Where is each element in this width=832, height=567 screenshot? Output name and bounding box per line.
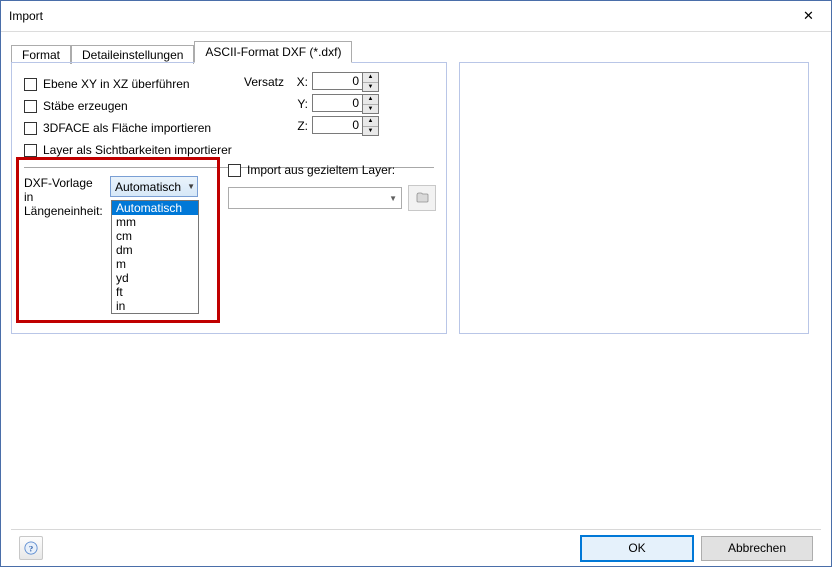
window-title: Import: [9, 9, 43, 23]
spinner-buttons[interactable]: ▲▼: [362, 94, 379, 114]
bottom-bar: ? OK Abbrechen: [11, 529, 821, 566]
offset-x-label: X:: [292, 75, 308, 89]
label-create-bars: Stäbe erzeugen: [43, 99, 128, 113]
layer-import-section: Import aus gezieltem Layer: ▼: [228, 159, 436, 211]
spin-down-icon[interactable]: ▼: [363, 83, 378, 92]
checkbox-layer-visibility[interactable]: [24, 144, 37, 157]
label-face-surface: 3DFACE als Fläche importieren: [43, 121, 211, 135]
ok-button[interactable]: OK: [581, 536, 693, 561]
checkbox-layer-import[interactable]: [228, 164, 241, 177]
dxf-unit-label: DXF-Vorlage in Längeneinheit:: [24, 176, 104, 218]
checkbox-create-bars[interactable]: [24, 100, 37, 113]
checkbox-face-surface[interactable]: [24, 122, 37, 135]
layer-combo[interactable]: ▼: [228, 187, 402, 209]
checkbox-xy-xz[interactable]: [24, 78, 37, 91]
help-button[interactable]: ?: [19, 536, 43, 560]
dropdown-option[interactable]: yd: [112, 271, 198, 285]
dropdown-option[interactable]: dm: [112, 243, 198, 257]
offset-label: Versatz: [244, 75, 288, 89]
help-icon: ?: [24, 541, 38, 555]
offset-z-input[interactable]: [312, 116, 362, 134]
label-layer-visibility: Layer als Sichtbarkeiten importierer: [43, 143, 232, 157]
panels-row: Ebene XY in XZ überführen Stäbe erzeugen…: [11, 62, 821, 334]
label-xy-xz: Ebene XY in XZ überführen: [43, 77, 190, 91]
dropdown-option[interactable]: m: [112, 257, 198, 271]
dropdown-option[interactable]: in: [112, 299, 198, 313]
spin-up-icon[interactable]: ▲: [363, 95, 378, 105]
offset-x-spinner[interactable]: ▲▼: [312, 72, 379, 92]
titlebar: Import ✕: [1, 1, 831, 32]
spinner-buttons[interactable]: ▲▼: [362, 72, 379, 92]
tab-bar: Format Detaileinstellungen ASCII-Format …: [11, 40, 821, 62]
import-dialog: Import ✕ Format Detaileinstellungen ASCI…: [0, 0, 832, 567]
offset-z-spinner[interactable]: ▲▼: [312, 116, 379, 136]
label-layer-import: Import aus gezieltem Layer:: [247, 163, 395, 177]
chevron-down-icon: ▼: [389, 194, 397, 203]
spinner-buttons[interactable]: ▲▼: [362, 116, 379, 136]
offset-y-spinner[interactable]: ▲▼: [312, 94, 379, 114]
dxf-unit-combo[interactable]: Automatisch ▼: [110, 176, 198, 197]
dropdown-option[interactable]: Automatisch: [112, 201, 198, 215]
offset-y-input[interactable]: [312, 94, 362, 112]
offset-x-input[interactable]: [312, 72, 362, 90]
spin-down-icon[interactable]: ▼: [363, 127, 378, 136]
offset-grid: Versatz X: ▲▼ Y: ▲▼: [244, 71, 379, 137]
dxf-unit-selected: Automatisch: [115, 180, 181, 194]
content-area: Format Detaileinstellungen ASCII-Format …: [1, 32, 831, 566]
right-panel: [459, 62, 809, 334]
spin-up-icon[interactable]: ▲: [363, 117, 378, 127]
folder-icon: [415, 191, 429, 205]
cancel-button[interactable]: Abbrechen: [701, 536, 813, 561]
svg-text:?: ?: [29, 544, 33, 554]
chevron-down-icon: ▼: [187, 182, 195, 191]
dropdown-option[interactable]: mm: [112, 215, 198, 229]
offset-z-label: Z:: [292, 119, 308, 133]
dropdown-option[interactable]: ft: [112, 285, 198, 299]
spin-down-icon[interactable]: ▼: [363, 105, 378, 114]
offset-y-label: Y:: [292, 97, 308, 111]
layer-browse-button[interactable]: [408, 185, 436, 211]
dropdown-option[interactable]: cm: [112, 229, 198, 243]
dxf-unit-dropdown[interactable]: Automatisch mm cm dm m yd ft in: [111, 200, 199, 314]
tab-ascii-dxf[interactable]: ASCII-Format DXF (*.dxf): [194, 41, 352, 63]
left-panel: Ebene XY in XZ überführen Stäbe erzeugen…: [11, 62, 447, 334]
close-button[interactable]: ✕: [786, 2, 831, 31]
spin-up-icon[interactable]: ▲: [363, 73, 378, 83]
row-layer-visibility: Layer als Sichtbarkeiten importierer: [24, 139, 434, 161]
